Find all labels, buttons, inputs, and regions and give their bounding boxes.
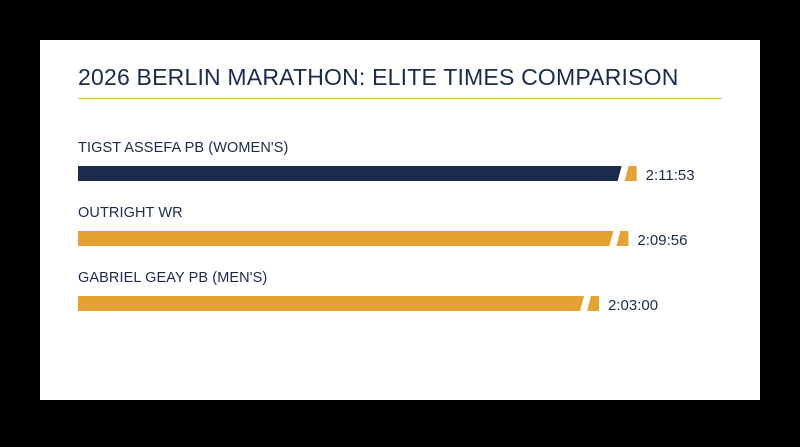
bar-tip-tigst-assefa-pb-women-s <box>624 166 637 181</box>
bar-gabriel-geay-pb-men-s <box>78 296 585 311</box>
bar-label-tigst-assefa-pb-women-s: TIGST ASSEFA PB (WOMEN'S) <box>78 140 288 156</box>
bar-tip-outright-wr <box>616 231 629 246</box>
title-divider <box>78 98 722 99</box>
value-label-tigst-assefa-pb-women-s: 2:11:53 <box>646 167 695 184</box>
bar-label-outright-wr: OUTRIGHT WR <box>78 205 183 221</box>
bar-tigst-assefa-pb-women-s <box>78 166 622 181</box>
bar-chart: TIGST ASSEFA PB (WOMEN'S) 2:11:53 OUTRIGHT… <box>78 140 695 314</box>
chart-card: 2026 BERLIN MARATHON: ELITE TIMES COMPAR… <box>40 40 760 400</box>
chart-title: 2026 BERLIN MARATHON: ELITE TIMES COMPAR… <box>78 64 679 90</box>
bar-outright-wr <box>78 231 614 246</box>
bar-tip-gabriel-geay-pb-men-s <box>587 296 600 311</box>
value-label-outright-wr: 2:09:56 <box>637 232 687 249</box>
bar-label-gabriel-geay-pb-men-s: GABRIEL GEAY PB (MEN'S) <box>78 270 267 286</box>
value-label-gabriel-geay-pb-men-s: 2:03:00 <box>608 297 658 314</box>
